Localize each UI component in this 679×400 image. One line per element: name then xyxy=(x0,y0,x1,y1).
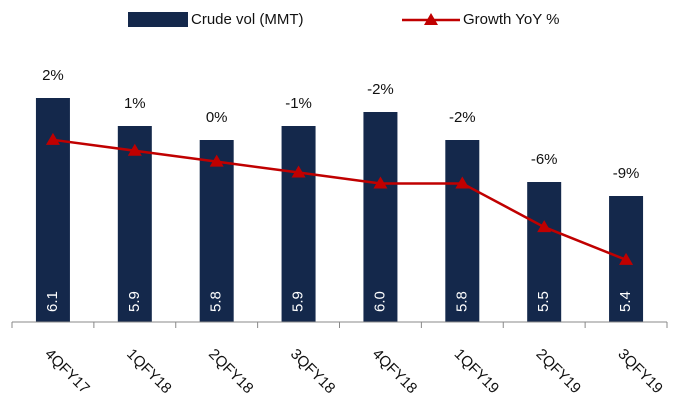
marker xyxy=(291,165,306,178)
bar-value-label: 5.8 xyxy=(208,291,225,312)
x-tick-label: 3QFY19 xyxy=(614,346,666,398)
bar xyxy=(363,112,398,322)
line-value-label: 2% xyxy=(42,67,64,84)
legend-label: Crude vol (MMT) xyxy=(191,11,304,28)
bar-value-label: 5.5 xyxy=(535,291,552,312)
legend-marker xyxy=(424,13,438,25)
x-tick-label: 1QFY19 xyxy=(451,346,503,398)
x-tick-label: 4QFY17 xyxy=(41,346,93,398)
legend-label: Growth YoY % xyxy=(463,11,559,28)
bar xyxy=(527,182,562,322)
x-tick-label: 2QFY18 xyxy=(205,346,257,398)
bar-value-label: 5.9 xyxy=(290,291,307,312)
x-tick-label: 3QFY18 xyxy=(287,346,339,398)
bar xyxy=(445,140,480,322)
x-tick-label: 2QFY19 xyxy=(533,346,585,398)
line-value-label: 0% xyxy=(206,109,228,126)
legend-swatch-bar xyxy=(128,12,188,27)
bar-value-label: 5.8 xyxy=(453,291,470,312)
legend: Crude vol (MMT) Growth YoY % xyxy=(128,11,559,28)
line xyxy=(52,138,627,261)
marker xyxy=(127,143,142,156)
line-value-label: -2% xyxy=(449,109,476,126)
marker xyxy=(619,252,634,265)
bar-value-label: 6.0 xyxy=(371,291,388,312)
line-value-label: -2% xyxy=(367,81,394,98)
marker xyxy=(373,176,388,189)
bar xyxy=(281,126,316,322)
bar-value-label: 5.9 xyxy=(126,291,143,312)
marker xyxy=(45,132,60,145)
bar xyxy=(35,98,70,322)
line-value-label: -9% xyxy=(613,165,640,182)
marker xyxy=(537,220,552,233)
marker xyxy=(455,176,470,189)
bar xyxy=(199,140,234,322)
marker xyxy=(209,154,224,167)
x-tick-label: 4QFY18 xyxy=(369,346,421,398)
bar-value-label: 6.1 xyxy=(44,291,61,312)
line-value-label: -1% xyxy=(285,95,312,112)
bar xyxy=(117,126,152,322)
line-value-label: 1% xyxy=(124,95,146,112)
bar-value-label: 5.4 xyxy=(617,291,634,312)
line-value-label: -6% xyxy=(531,151,558,168)
x-tick-label: 1QFY18 xyxy=(123,346,175,398)
